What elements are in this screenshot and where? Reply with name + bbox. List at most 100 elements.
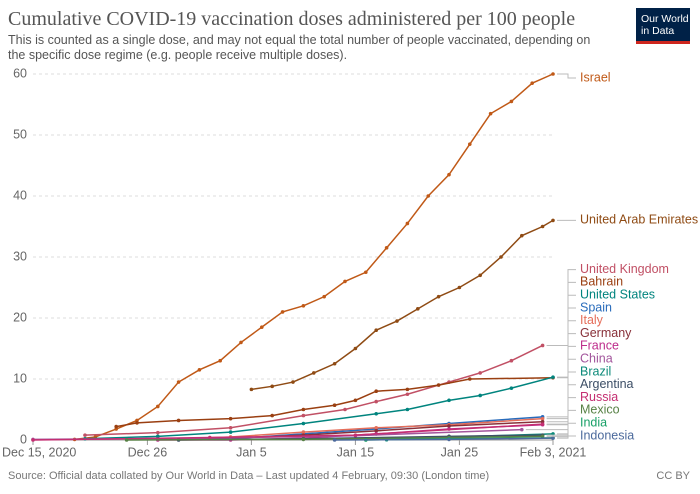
- data-point: [208, 435, 212, 440]
- data-point: [353, 433, 358, 437]
- chart-subtitle: This is counted as a single dose, and ma…: [8, 33, 591, 62]
- data-point: [301, 437, 306, 442]
- data-point: [509, 358, 514, 363]
- label-connector: [546, 320, 576, 420]
- legend-label: Russia: [580, 390, 618, 404]
- license[interactable]: CC BY: [656, 470, 690, 482]
- data-point: [509, 99, 514, 104]
- data-point: [520, 427, 524, 432]
- data-point: [280, 310, 285, 314]
- data-point: [540, 416, 545, 421]
- data-point: [322, 294, 327, 299]
- data-point: [218, 358, 222, 363]
- data-point: [301, 304, 306, 308]
- data-point: [228, 430, 233, 434]
- data-point: [374, 411, 379, 416]
- data-point: [478, 393, 483, 398]
- label-connector: [557, 294, 576, 378]
- data-point: [551, 218, 555, 223]
- series-line: [84, 376, 554, 440]
- y-tick-label: 40: [13, 188, 27, 202]
- data-point: [509, 386, 514, 390]
- data-point: [343, 407, 347, 412]
- legend-label: Argentina: [580, 377, 634, 391]
- data-point: [447, 398, 451, 403]
- legend-label: Germany: [580, 326, 632, 340]
- data-point: [436, 383, 441, 387]
- data-point: [395, 319, 399, 323]
- data-point: [239, 340, 243, 345]
- data-point: [270, 413, 275, 418]
- series-line: [32, 423, 543, 441]
- legend-label: Mexico: [580, 403, 620, 417]
- data-point: [301, 421, 306, 426]
- label-connector: [557, 73, 576, 79]
- data-point: [551, 436, 555, 440]
- data-point: [343, 279, 347, 284]
- data-point: [291, 380, 295, 384]
- data-point: [374, 426, 379, 430]
- data-point: [447, 437, 451, 442]
- data-point: [156, 404, 160, 409]
- data-point: [176, 380, 181, 384]
- y-tick-label: 10: [13, 371, 27, 385]
- label-connector: [546, 307, 576, 418]
- legend-label: Israel: [580, 70, 611, 84]
- data-point: [374, 389, 379, 394]
- x-tick-label: Feb 3, 2021: [520, 445, 587, 459]
- data-point: [332, 438, 337, 442]
- legend-label: Bahrain: [580, 275, 623, 289]
- y-tick-label: 0: [20, 432, 27, 446]
- data-point: [374, 328, 379, 333]
- logo[interactable]: Our World in Data: [636, 8, 690, 44]
- data-point: [374, 399, 379, 404]
- data-point: [488, 111, 493, 116]
- label-connector: [546, 345, 576, 426]
- legend-label: India: [580, 415, 607, 429]
- data-point: [478, 371, 483, 375]
- data-point: [447, 172, 451, 177]
- data-point: [114, 424, 118, 429]
- series-line: [251, 219, 554, 391]
- data-point: [447, 424, 451, 428]
- legend-label: France: [580, 339, 619, 353]
- data-point: [260, 325, 264, 329]
- data-point: [468, 142, 472, 146]
- data-point: [124, 438, 129, 442]
- data-point: [478, 273, 483, 278]
- data-point: [301, 407, 306, 412]
- data-point: [228, 416, 233, 421]
- data-point: [353, 346, 358, 351]
- data-point: [83, 433, 87, 437]
- data-point: [405, 221, 410, 226]
- data-point: [540, 422, 545, 426]
- x-tick-label: Jan 25: [441, 445, 479, 459]
- x-tick-label: Dec 26: [128, 445, 168, 459]
- label-connector: [557, 281, 576, 379]
- data-point: [156, 430, 160, 435]
- data-point: [540, 343, 545, 348]
- data-point: [384, 246, 389, 250]
- logo-text: in Data: [641, 25, 675, 37]
- data-point: [551, 72, 555, 76]
- source-note: Source: Official data collated by Our Wo…: [8, 470, 490, 482]
- data-point: [457, 285, 462, 290]
- data-point: [332, 361, 337, 366]
- data-point: [135, 421, 139, 425]
- data-point: [176, 418, 181, 423]
- data-point: [301, 430, 306, 434]
- legend-label: Italy: [580, 313, 604, 327]
- y-tick-label: 20: [13, 310, 27, 324]
- data-point: [520, 233, 524, 238]
- data-point: [540, 224, 545, 229]
- data-point: [416, 307, 420, 311]
- data-point: [197, 368, 202, 372]
- x-tick-label: Jan 5: [236, 445, 267, 459]
- data-point: [405, 392, 410, 397]
- legend-label: Indonesia: [580, 428, 634, 442]
- data-point: [228, 426, 233, 430]
- data-point: [270, 384, 275, 389]
- legend-label: China: [580, 351, 613, 365]
- chart-title: Cumulative COVID-19 vaccination doses ad…: [8, 8, 576, 30]
